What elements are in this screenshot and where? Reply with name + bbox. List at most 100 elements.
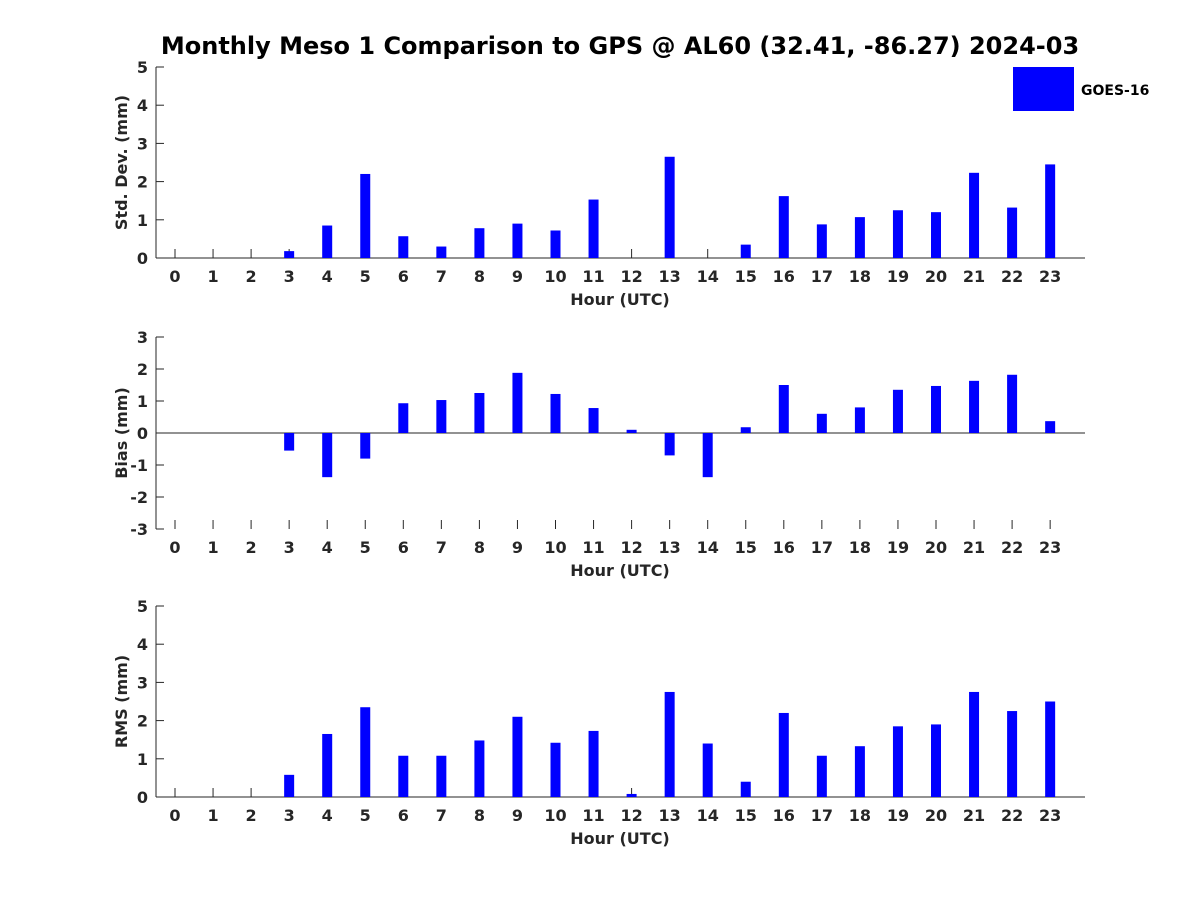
x-axis-label: Hour (UTC) bbox=[570, 829, 670, 848]
bar-hour-17 bbox=[816, 755, 827, 797]
x-tick-label: 14 bbox=[697, 806, 719, 825]
bar-hour-5 bbox=[360, 173, 371, 258]
bar-hour-10 bbox=[550, 393, 561, 433]
bar-hour-23 bbox=[1045, 164, 1056, 258]
x-tick-label: 16 bbox=[773, 267, 795, 286]
chart-title: Monthly Meso 1 Comparison to GPS @ AL60 … bbox=[161, 32, 1079, 60]
x-tick-label: 19 bbox=[887, 538, 909, 557]
x-tick-label: 18 bbox=[849, 806, 871, 825]
x-tick-label: 20 bbox=[925, 538, 947, 557]
x-tick-label: 15 bbox=[735, 806, 757, 825]
x-tick-label: 14 bbox=[697, 538, 719, 557]
x-tick-label: 10 bbox=[544, 538, 566, 557]
bar-hour-20 bbox=[931, 385, 941, 433]
bar-hour-23 bbox=[1045, 421, 1056, 433]
x-tick-label: 8 bbox=[474, 806, 485, 825]
x-tick-label: 0 bbox=[169, 267, 180, 286]
bar-hour-18 bbox=[854, 407, 865, 433]
y-tick-label: 1 bbox=[137, 750, 148, 769]
bar-hour-4 bbox=[322, 433, 333, 478]
y-axis-label: RMS (mm) bbox=[112, 655, 131, 748]
y-tick-label: 3 bbox=[137, 134, 148, 153]
x-tick-label: 17 bbox=[811, 538, 833, 557]
x-tick-label: 23 bbox=[1039, 267, 1061, 286]
bar-hour-22 bbox=[1007, 374, 1018, 433]
bar-hour-7 bbox=[436, 400, 447, 433]
bar-hour-9 bbox=[512, 716, 523, 797]
x-tick-label: 15 bbox=[735, 267, 757, 286]
y-tick-label: 0 bbox=[137, 424, 148, 443]
bar-hour-3 bbox=[284, 251, 295, 258]
x-tick-label: 0 bbox=[169, 806, 180, 825]
bar-hour-6 bbox=[398, 755, 409, 797]
bar-hour-8 bbox=[474, 393, 485, 433]
bar-hour-4 bbox=[322, 225, 333, 258]
x-tick-label: 21 bbox=[963, 806, 985, 825]
y-tick-label: 2 bbox=[137, 173, 148, 192]
x-tick-label: 18 bbox=[849, 267, 871, 286]
bar-hour-11 bbox=[588, 730, 599, 797]
x-tick-label: 9 bbox=[512, 806, 523, 825]
x-tick-label: 20 bbox=[925, 806, 947, 825]
y-tick-label: 2 bbox=[137, 712, 148, 731]
legend: GOES-16 bbox=[1013, 67, 1149, 111]
bar-hour-13 bbox=[664, 691, 675, 797]
x-tick-label: 23 bbox=[1039, 806, 1061, 825]
y-tick-label: -1 bbox=[130, 456, 148, 475]
x-tick-label: 8 bbox=[474, 538, 485, 557]
bar-hour-10 bbox=[550, 742, 561, 797]
bar-hour-6 bbox=[398, 403, 409, 433]
bar-hour-21 bbox=[969, 380, 980, 433]
x-tick-label: 17 bbox=[811, 806, 833, 825]
bar-hour-16 bbox=[778, 385, 789, 433]
bar-hour-5 bbox=[360, 707, 371, 797]
x-tick-label: 10 bbox=[544, 806, 566, 825]
x-tick-label: 4 bbox=[322, 806, 333, 825]
bar-hour-6 bbox=[398, 236, 409, 258]
x-tick-label: 14 bbox=[697, 267, 719, 286]
y-tick-label: 3 bbox=[137, 328, 148, 347]
bar-hour-7 bbox=[436, 246, 447, 258]
bar-hour-7 bbox=[436, 755, 447, 797]
x-tick-label: 9 bbox=[512, 267, 523, 286]
x-axis-label: Hour (UTC) bbox=[570, 561, 670, 580]
bar-hour-12 bbox=[626, 793, 637, 797]
x-tick-label: 2 bbox=[246, 806, 257, 825]
legend-swatch bbox=[1013, 67, 1074, 111]
x-tick-label: 6 bbox=[398, 806, 409, 825]
bar-hour-8 bbox=[474, 228, 485, 258]
x-tick-label: 19 bbox=[887, 267, 909, 286]
x-tick-label: 7 bbox=[436, 267, 447, 286]
x-tick-label: 13 bbox=[659, 806, 681, 825]
x-tick-label: 16 bbox=[773, 806, 795, 825]
x-tick-label: 1 bbox=[207, 538, 218, 557]
x-tick-label: 22 bbox=[1001, 806, 1023, 825]
x-tick-label: 12 bbox=[620, 806, 642, 825]
bar-hour-15 bbox=[740, 427, 751, 433]
y-tick-label: 1 bbox=[137, 211, 148, 230]
y-tick-label: 4 bbox=[137, 635, 148, 654]
x-tick-label: 5 bbox=[360, 538, 371, 557]
x-tick-label: 3 bbox=[284, 538, 295, 557]
x-tick-label: 3 bbox=[284, 267, 295, 286]
bar-hour-21 bbox=[969, 691, 980, 797]
x-tick-label: 23 bbox=[1039, 538, 1061, 557]
x-tick-label: 5 bbox=[360, 267, 371, 286]
bar-hour-14 bbox=[702, 743, 713, 797]
bar-hour-5 bbox=[360, 433, 371, 459]
bar-hour-22 bbox=[1007, 207, 1018, 258]
bar-hour-12 bbox=[626, 429, 637, 433]
x-axis-label: Hour (UTC) bbox=[570, 290, 670, 309]
y-tick-label: 0 bbox=[137, 788, 148, 807]
bar-hour-15 bbox=[740, 244, 751, 258]
x-tick-label: 9 bbox=[512, 538, 523, 557]
x-tick-label: 11 bbox=[582, 267, 604, 286]
y-axis-label: Std. Dev. (mm) bbox=[112, 95, 131, 230]
x-tick-label: 12 bbox=[620, 267, 642, 286]
bar-hour-21 bbox=[969, 172, 980, 258]
y-tick-label: 5 bbox=[137, 58, 148, 77]
bar-hour-10 bbox=[550, 230, 561, 258]
x-tick-label: 6 bbox=[398, 267, 409, 286]
bar-hour-19 bbox=[892, 210, 903, 258]
